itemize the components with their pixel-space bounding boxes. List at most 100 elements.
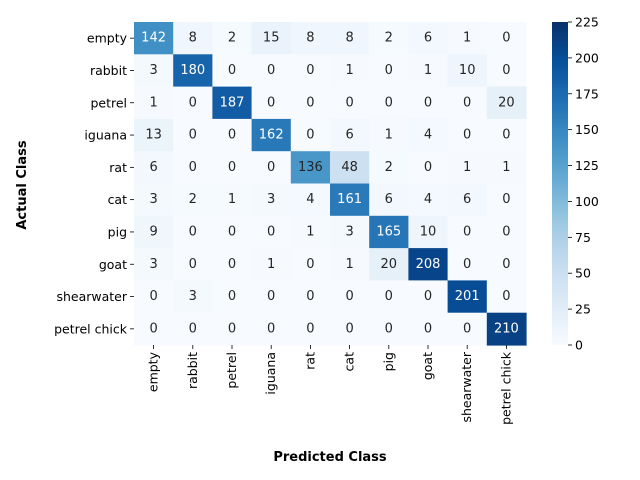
colorbar-tick-label: 100 bbox=[575, 194, 599, 209]
cell-value-label: 1 bbox=[385, 128, 393, 143]
heatmap-cell bbox=[134, 151, 174, 185]
cell-value-label: 0 bbox=[424, 95, 432, 110]
cell-value-label: 0 bbox=[306, 128, 314, 143]
cell-value-label: 6 bbox=[385, 192, 393, 207]
heatmap-cell bbox=[290, 183, 331, 217]
cell-value-label: 161 bbox=[337, 192, 362, 207]
cell-value-label: 15 bbox=[263, 31, 280, 46]
cell-value-label: 0 bbox=[228, 63, 236, 78]
heatmap-cell bbox=[330, 54, 370, 88]
cell-value-label: 1 bbox=[228, 192, 236, 207]
heatmap-cell bbox=[447, 312, 488, 346]
cell-value-label: 0 bbox=[345, 95, 353, 110]
heatmap-cell bbox=[486, 151, 527, 185]
cell-value-label: 0 bbox=[502, 128, 510, 143]
heatmap-cell bbox=[486, 312, 527, 346]
cell-value-label: 0 bbox=[424, 160, 432, 175]
x-tick-label: petrel chick bbox=[498, 351, 513, 425]
cell-value-label: 187 bbox=[220, 95, 245, 110]
cell-value-label: 0 bbox=[424, 321, 432, 336]
cell-value-label: 0 bbox=[345, 321, 353, 336]
cell-value-label: 0 bbox=[463, 224, 471, 239]
heatmap-cell bbox=[408, 151, 449, 185]
y-tick-label: iguana bbox=[84, 128, 127, 143]
heatmap-cell bbox=[173, 22, 213, 55]
heatmap-cell bbox=[173, 118, 213, 152]
cell-value-label: 0 bbox=[189, 95, 197, 110]
cell-value-label: 0 bbox=[228, 321, 236, 336]
cell-value-label: 0 bbox=[228, 224, 236, 239]
heatmap-cell bbox=[369, 248, 409, 281]
y-tick-label: petrel bbox=[90, 95, 127, 110]
cell-value-label: 0 bbox=[306, 63, 314, 78]
cell-value-label: 10 bbox=[459, 63, 476, 78]
cell-value-label: 1 bbox=[502, 160, 510, 175]
cell-value-label: 0 bbox=[149, 289, 157, 304]
cell-value-label: 0 bbox=[385, 95, 393, 110]
heatmap-cell bbox=[408, 248, 449, 281]
heatmap-cell bbox=[447, 280, 488, 314]
heatmap-cell bbox=[173, 151, 213, 185]
colorbar-tick-label: 150 bbox=[575, 122, 599, 137]
heatmap-cell bbox=[330, 86, 370, 120]
heatmap-cell bbox=[486, 118, 527, 152]
cell-value-label: 6 bbox=[463, 192, 471, 207]
heatmap-cell bbox=[173, 248, 213, 281]
heatmap-cell bbox=[290, 86, 331, 120]
colorbar-tick-label: 25 bbox=[575, 302, 591, 317]
cell-value-label: 2 bbox=[385, 31, 393, 46]
cell-value-label: 0 bbox=[189, 224, 197, 239]
cell-value-label: 0 bbox=[267, 224, 275, 239]
cell-value-label: 0 bbox=[502, 224, 510, 239]
cell-value-label: 0 bbox=[385, 321, 393, 336]
cell-value-label: 6 bbox=[149, 160, 157, 175]
colorbar bbox=[552, 22, 568, 345]
cell-value-label: 0 bbox=[502, 192, 510, 207]
cell-value-label: 3 bbox=[149, 257, 157, 272]
cell-value-label: 1 bbox=[345, 257, 353, 272]
x-tick-label: petrel bbox=[224, 352, 239, 389]
heatmap-cell bbox=[173, 183, 213, 217]
heatmap-cell bbox=[290, 215, 331, 249]
cell-value-label: 180 bbox=[180, 63, 205, 78]
cell-value-label: 136 bbox=[298, 160, 323, 175]
heatmap-cell bbox=[134, 312, 174, 346]
cell-value-label: 6 bbox=[424, 31, 432, 46]
heatmap-cell bbox=[369, 312, 409, 346]
cell-value-label: 1 bbox=[306, 224, 314, 239]
heatmap-cell bbox=[369, 54, 409, 88]
heatmap-cell bbox=[408, 215, 449, 249]
cell-value-label: 8 bbox=[189, 31, 197, 46]
cell-value-label: 1 bbox=[267, 257, 275, 272]
cell-value-label: 0 bbox=[228, 160, 236, 175]
colorbar-tick-label: 200 bbox=[575, 50, 599, 65]
heatmap-cell bbox=[330, 183, 370, 217]
heatmap-cell bbox=[134, 215, 174, 249]
cell-value-label: 0 bbox=[189, 128, 197, 143]
heatmap-cell bbox=[486, 54, 527, 88]
y-tick-label: petrel chick bbox=[54, 321, 128, 336]
heatmap-cell bbox=[447, 151, 488, 185]
x-axis-title: Predicted Class bbox=[273, 450, 387, 465]
heatmap-cell bbox=[486, 22, 527, 55]
heatmap-cell bbox=[408, 118, 449, 152]
cell-value-label: 0 bbox=[228, 128, 236, 143]
heatmap-cell bbox=[212, 151, 253, 185]
heatmap-cell bbox=[486, 183, 527, 217]
heatmap-cell bbox=[173, 215, 213, 249]
cell-value-label: 0 bbox=[228, 257, 236, 272]
heatmap-cell bbox=[408, 280, 449, 314]
cell-value-label: 0 bbox=[463, 321, 471, 336]
cell-value-label: 142 bbox=[141, 31, 166, 46]
cell-value-label: 3 bbox=[267, 192, 275, 207]
cell-value-label: 2 bbox=[385, 160, 393, 175]
heatmap-cell bbox=[134, 118, 174, 152]
heatmap-cell bbox=[251, 22, 292, 55]
cell-value-label: 3 bbox=[189, 289, 197, 304]
heatmap-cell bbox=[447, 22, 488, 55]
y-tick-label: goat bbox=[99, 257, 127, 272]
heatmap-cell bbox=[447, 118, 488, 152]
heatmap-cell bbox=[447, 183, 488, 217]
cell-value-label: 0 bbox=[463, 257, 471, 272]
heatmap-cell bbox=[486, 215, 527, 249]
